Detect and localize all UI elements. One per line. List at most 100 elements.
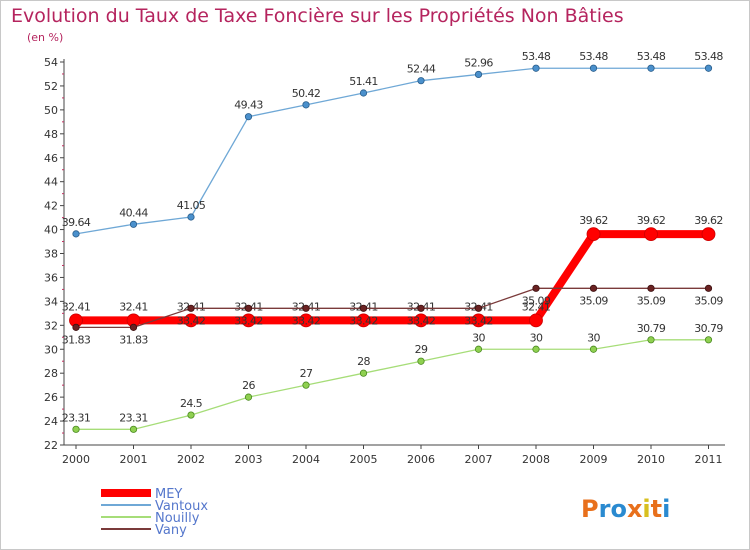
y-tick-label: 46 xyxy=(44,152,58,165)
data-point-nouilly xyxy=(129,425,138,433)
data-label-vantoux: 53.48 xyxy=(694,50,723,63)
y-tick-label: 44 xyxy=(44,176,58,189)
y-tick-label: 54 xyxy=(44,56,58,69)
data-point-vany xyxy=(359,304,368,312)
proxiti-logo: Proxiti xyxy=(581,495,670,523)
data-label-vantoux: 52.96 xyxy=(464,56,493,69)
y-tick-label: 28 xyxy=(44,367,58,380)
data-label-nouilly: 29 xyxy=(415,343,428,356)
data-label-vantoux: 53.48 xyxy=(579,50,608,63)
data-point-vantoux xyxy=(532,64,540,72)
data-point-vantoux xyxy=(647,64,655,72)
data-label-nouilly: 30.79 xyxy=(637,322,666,335)
y-tick-label: 48 xyxy=(44,128,58,141)
data-point-nouilly xyxy=(589,345,598,353)
data-point-nouilly xyxy=(417,357,425,365)
x-tick-label: 2000 xyxy=(62,453,90,466)
data-label-mey: 39.62 xyxy=(694,214,723,227)
x-tick-label: 2005 xyxy=(350,453,378,466)
data-point-nouilly xyxy=(704,336,713,344)
data-label-nouilly: 24.5 xyxy=(180,397,203,410)
data-point-nouilly xyxy=(647,336,655,344)
data-point-vantoux xyxy=(72,230,80,238)
data-label-mey: 39.62 xyxy=(579,214,608,227)
data-label-vantoux: 53.48 xyxy=(522,50,551,63)
data-label-vany: 33.42 xyxy=(349,314,378,327)
y-tick-label: 32 xyxy=(44,319,58,332)
data-label-vantoux: 49.43 xyxy=(234,99,263,112)
data-point-vantoux xyxy=(417,77,425,85)
data-label-vany: 35.09 xyxy=(637,294,666,307)
series-line-vantoux xyxy=(75,67,709,235)
x-tick-label: 2008 xyxy=(522,453,550,466)
data-label-vany: 31.83 xyxy=(62,333,91,346)
data-point-nouilly xyxy=(244,393,253,401)
data-label-vantoux: 50.42 xyxy=(292,87,321,100)
data-point-mey xyxy=(701,227,716,242)
y-tick-label: 50 xyxy=(44,104,58,117)
data-label-nouilly: 30 xyxy=(530,331,543,344)
x-tick-label: 2011 xyxy=(695,453,723,466)
data-point-nouilly xyxy=(532,345,540,353)
data-point-vantoux xyxy=(129,220,138,228)
data-point-vany xyxy=(244,304,253,312)
data-label-vany: 35.09 xyxy=(522,294,551,307)
data-label-mey: 39.62 xyxy=(637,214,666,227)
data-point-mey xyxy=(644,227,658,242)
y-tick-label: 52 xyxy=(44,80,58,93)
data-label-vany: 35.09 xyxy=(694,294,723,307)
data-label-vany: 33.42 xyxy=(464,314,493,327)
data-point-vantoux xyxy=(187,213,195,221)
data-point-vany xyxy=(474,304,483,312)
y-tick-label: 40 xyxy=(44,224,58,237)
data-label-nouilly: 23.31 xyxy=(119,411,148,424)
y-tick-label: 34 xyxy=(44,295,58,308)
series-line-vany xyxy=(76,287,709,328)
data-point-nouilly xyxy=(474,345,483,353)
data-point-vantoux xyxy=(704,64,713,72)
data-label-nouilly: 28 xyxy=(357,355,370,368)
y-unit-label: (en %) xyxy=(27,31,64,44)
data-label-vantoux: 40.44 xyxy=(119,206,148,219)
data-point-nouilly xyxy=(72,425,80,433)
data-label-vantoux: 52.44 xyxy=(407,63,436,76)
data-label-vany: 31.83 xyxy=(119,333,148,346)
data-point-vany xyxy=(417,304,425,312)
data-point-nouilly xyxy=(302,381,310,389)
chart-title: Evolution du Taux de Taxe Foncière sur l… xyxy=(11,5,624,27)
data-label-nouilly: 30 xyxy=(472,331,485,344)
legend-label-mey: MEY xyxy=(155,487,182,502)
data-label-vany: 33.42 xyxy=(407,314,436,327)
y-tick-label: 26 xyxy=(44,391,58,404)
data-point-mey xyxy=(184,313,198,328)
data-label-vany: 35.09 xyxy=(579,294,608,307)
data-point-vany xyxy=(704,284,713,292)
data-label-nouilly: 26 xyxy=(242,379,255,392)
data-label-vantoux: 53.48 xyxy=(637,50,666,63)
data-label-vantoux: 51.41 xyxy=(349,75,378,88)
data-point-vantoux xyxy=(359,89,368,97)
data-point-vany xyxy=(187,304,195,312)
data-point-nouilly xyxy=(359,369,368,377)
legend-label-vany: Vany xyxy=(155,523,187,538)
x-tick-label: 2002 xyxy=(177,453,205,466)
x-tick-label: 2004 xyxy=(292,453,320,466)
data-label-mey: 32.41 xyxy=(62,300,91,313)
legend-label-vantoux: Vantoux xyxy=(155,499,208,514)
data-label-nouilly: 30.79 xyxy=(694,322,723,335)
data-label-vantoux: 41.05 xyxy=(177,199,206,212)
data-label-vany: 33.42 xyxy=(292,314,321,327)
x-tick-label: 2007 xyxy=(465,453,493,466)
data-point-mey xyxy=(471,313,486,328)
y-tick-label: 22 xyxy=(44,439,58,452)
data-point-mey xyxy=(241,313,256,328)
data-point-mey xyxy=(586,227,601,242)
data-point-vantoux xyxy=(474,70,483,79)
data-point-vany xyxy=(72,323,80,331)
data-label-nouilly: 27 xyxy=(300,367,313,380)
data-label-vany: 33.42 xyxy=(234,314,263,327)
data-point-vany xyxy=(129,323,138,331)
data-point-mey xyxy=(356,313,371,328)
y-tick-label: 24 xyxy=(44,415,58,428)
